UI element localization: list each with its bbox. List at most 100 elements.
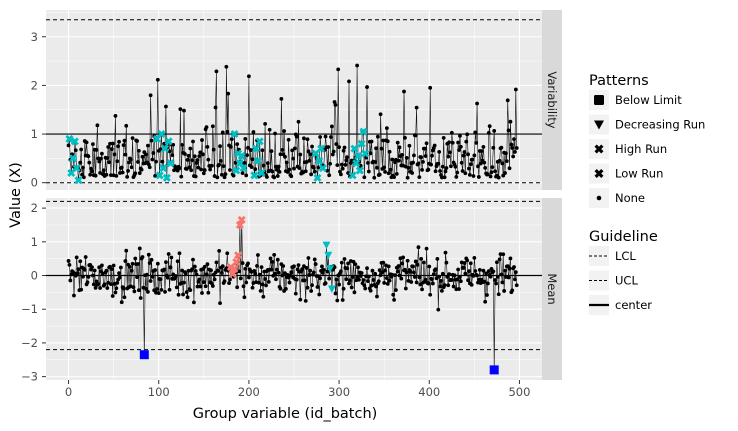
data-point-none [495,275,500,279]
data-point-none [507,166,512,171]
data-point-none [508,256,513,261]
data-point-none [225,251,230,256]
data-point-high-run [361,149,370,158]
data-point-none [115,280,120,285]
data-point-none [245,153,250,158]
data-point-none [418,282,423,287]
data-point-none [74,255,79,260]
data-point-none [491,269,496,274]
data-point-none [513,270,518,275]
data-point-none [365,266,369,271]
data-point-none [100,151,104,156]
data-point-none [382,165,387,170]
data-point-high-run [313,173,322,182]
data-point-none [214,69,219,74]
data-point-below-limit [489,365,499,375]
data-point-none [426,167,431,172]
data-point-none [311,270,316,275]
data-point-none [90,169,94,174]
data-point-none [475,273,479,278]
data-point-none [488,274,493,279]
data-point-none [513,150,517,154]
data-point-none [198,284,203,289]
data-point-none [79,147,84,152]
data-point-none [421,260,426,265]
data-point-none [228,144,233,149]
data-point-none [430,277,434,282]
data-point-none [126,168,130,173]
data-point-none [210,284,215,288]
y-tick-label: 1 [31,127,38,141]
data-point-none [198,150,203,155]
data-point-none [451,284,456,289]
data-point-none [369,139,374,144]
data-point-none [253,167,258,172]
data-point-none [327,276,332,281]
data-point-none [162,141,167,146]
data-point-none [378,112,383,117]
legend-guidelines: LCL UCL center [589,246,652,315]
data-point-none [379,146,384,151]
data-point-none [350,275,355,279]
data-point-none [269,267,274,272]
data-point-none [219,172,224,177]
data-point-none [173,274,178,278]
data-point-none [227,281,231,286]
data-point-none [252,269,257,273]
data-point-none [405,258,410,263]
data-point-none [344,277,349,282]
data-point-none [333,291,338,296]
data-point-none [298,152,303,157]
data-point-none [93,173,98,178]
data-point-none [287,280,292,285]
data-point-none [122,138,127,143]
data-point-high-run [239,164,248,173]
data-point-none [235,285,240,290]
data-point-none [127,264,132,269]
data-point-none [270,169,275,174]
facet-panel-variability: Variability 0 1 2 3 [31,10,562,190]
data-point-none [185,157,190,162]
data-point-high-run [354,151,363,160]
data-point-none [240,171,245,175]
data-point-none [110,141,115,146]
data-point-none [302,278,307,283]
data-point-none [513,277,517,282]
data-point-none [444,166,449,170]
data-point-none [283,154,287,159]
cross-marker [255,137,264,146]
data-point-none [482,279,487,284]
data-point-none [312,169,317,174]
data-point-none [325,269,330,274]
x-tick-label: 0 [65,385,72,399]
cross-marker [357,139,366,148]
data-point-high-run [359,127,368,136]
data-point-none [405,175,410,180]
data-point-none [303,299,308,303]
legend-label-guideline: LCL [615,249,636,263]
data-point-none [146,143,150,148]
data-point-none [513,87,518,92]
data-point-none [251,130,256,134]
data-point-none [361,278,366,282]
data-point-none [256,253,260,257]
data-point-none [111,263,116,268]
data-point-none [190,267,194,272]
data-point-none [300,267,305,272]
data-point-none [387,278,392,283]
data-point-none [102,282,107,287]
data-point-none [353,262,358,267]
data-point-none [512,137,516,142]
data-point-none [93,286,98,290]
data-point-none [436,307,441,312]
data-point-none [342,145,347,150]
data-point-none [514,146,519,150]
data-point-none [383,170,387,174]
data-point-none [368,288,373,293]
data-point-none [79,287,84,292]
data-point-none [78,160,83,165]
data-point-none [169,255,174,260]
facet-panel-mean: Mean −3 −2 −1 0 1 2 [21,198,562,384]
data-point-none [450,140,455,145]
data-point-none [247,74,251,79]
